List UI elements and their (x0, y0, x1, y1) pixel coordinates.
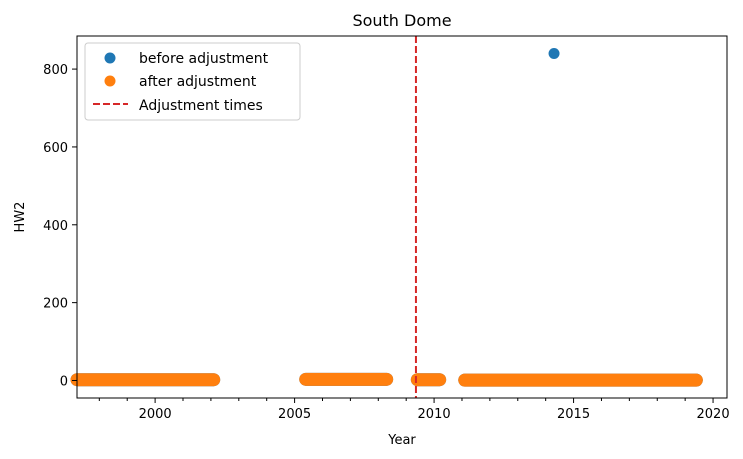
chart-title: South Dome (352, 11, 451, 30)
plot-area (70, 36, 703, 398)
x-tick-label-2020: 2020 (697, 407, 730, 422)
legend-label-after-adjustment: after adjustment (139, 74, 257, 90)
legend-label-before-adjustment: before adjustment (139, 51, 269, 67)
x-tick-label-2010: 2010 (418, 407, 451, 422)
legend-marker-after-adjustment (104, 75, 116, 87)
y-axis-label: HW2 (13, 202, 28, 233)
y-tick-label-0: 0 (60, 374, 68, 389)
legend: before adjustment after adjustment Adjus… (84, 42, 301, 121)
axis-ticks: 2000 2005 2010 2015 2020 0 200 400 600 800 (43, 63, 729, 422)
legend-marker-before-adjustment (104, 52, 116, 64)
x-axis-label: Year (387, 433, 416, 448)
y-tick-label-200: 200 (43, 297, 68, 312)
legend-label-adjustment-times: Adjustment times (139, 98, 263, 114)
legend-frame (84, 42, 301, 121)
x-tick-label-2015: 2015 (557, 407, 590, 422)
y-tick-label-800: 800 (43, 63, 68, 78)
x-tick-label-2005: 2005 (278, 407, 311, 422)
plot-frame (76, 35, 728, 399)
y-tick-label-600: 600 (43, 141, 68, 156)
y-tick-label-400: 400 (43, 219, 68, 234)
x-tick-label-2000: 2000 (139, 407, 172, 422)
series-0-point-0 (548, 48, 560, 60)
